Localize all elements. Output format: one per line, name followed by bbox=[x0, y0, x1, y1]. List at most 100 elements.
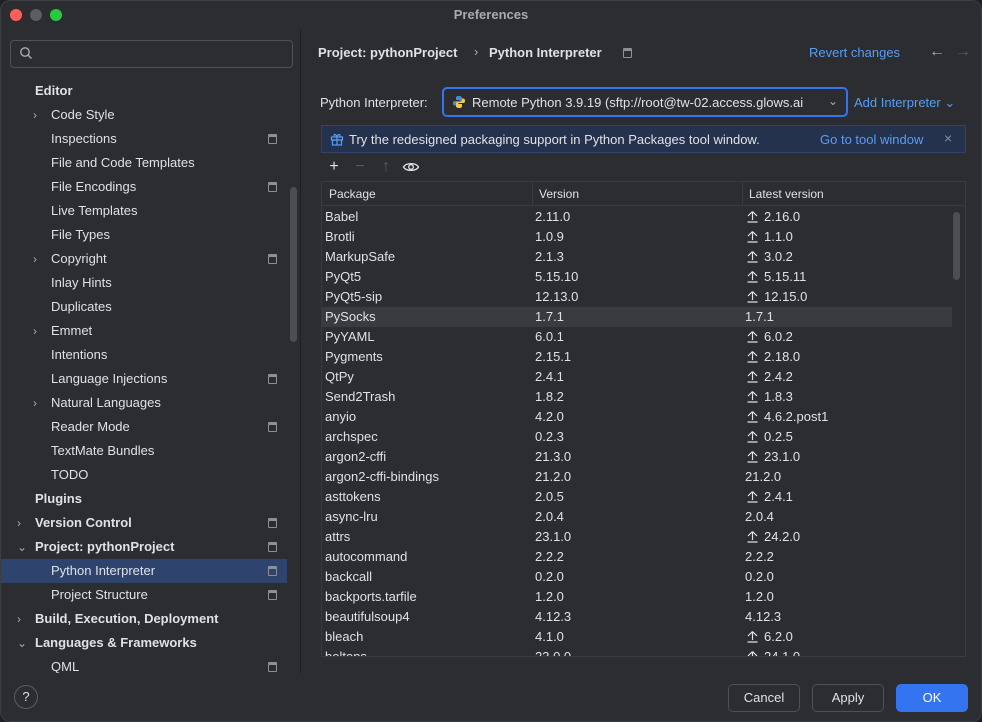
table-row[interactable]: PyQt5-sip 12.13.0 12.15.0 bbox=[322, 287, 952, 307]
package-version: 23.1.0 bbox=[535, 529, 572, 544]
sidebar-item-label: Live Templates bbox=[51, 203, 138, 218]
sidebar-item[interactable]: Project Structure bbox=[1, 583, 287, 607]
sidebar-item[interactable]: Plugins bbox=[1, 487, 287, 511]
zoom-window-button[interactable] bbox=[50, 9, 62, 21]
sidebar-scrollbar[interactable] bbox=[290, 187, 297, 342]
sidebar-item[interactable]: Reader Mode bbox=[1, 415, 287, 439]
sidebar-item[interactable]: Editor bbox=[1, 79, 287, 103]
search-input[interactable] bbox=[10, 40, 293, 68]
project-level-icon bbox=[268, 182, 277, 192]
interpreter-select[interactable]: Remote Python 3.9.19 (sftp://root@tw-02.… bbox=[442, 87, 848, 117]
column-header-latest-version[interactable]: Latest version bbox=[749, 187, 824, 201]
package-version: 1.8.2 bbox=[535, 389, 564, 404]
apply-button[interactable]: Apply bbox=[812, 684, 884, 712]
sidebar-item[interactable]: File Encodings bbox=[1, 175, 287, 199]
package-version: 4.1.0 bbox=[535, 629, 564, 644]
table-row[interactable]: beautifulsoup4 4.12.3 4.12.3 bbox=[322, 607, 952, 627]
upgrade-package-icon[interactable]: ↑ bbox=[382, 158, 390, 175]
package-latest-version: 24.2.0 bbox=[764, 529, 801, 544]
sidebar-item[interactable]: Inspections bbox=[1, 127, 287, 151]
sidebar-item-label: Project: pythonProject bbox=[35, 539, 175, 554]
sidebar-item[interactable]: TODO bbox=[1, 463, 287, 487]
sidebar-item[interactable]: › Version Control bbox=[1, 511, 287, 535]
sidebar-item-label: Inspections bbox=[51, 131, 117, 146]
table-row[interactable]: argon2-cffi-bindings 21.2.0 21.2.0 bbox=[322, 467, 952, 487]
column-divider bbox=[532, 182, 533, 206]
close-window-button[interactable] bbox=[10, 9, 22, 21]
table-row[interactable]: async-lru 2.0.4 2.0.4 bbox=[322, 507, 952, 527]
table-row[interactable]: Send2Trash 1.8.2 1.8.3 bbox=[322, 387, 952, 407]
close-icon[interactable]: × bbox=[944, 130, 953, 146]
sidebar-item[interactable]: Python Interpreter bbox=[1, 559, 287, 583]
sidebar-item[interactable]: › Copyright bbox=[1, 247, 287, 271]
package-latest-version: 1.8.3 bbox=[764, 389, 793, 404]
sidebar-item[interactable]: Inlay Hints bbox=[1, 271, 287, 295]
sidebar-item-label: File Encodings bbox=[51, 179, 137, 194]
chevron-right-icon[interactable]: › bbox=[33, 252, 37, 266]
sidebar-item[interactable]: Live Templates bbox=[1, 199, 287, 223]
table-row[interactable]: asttokens 2.0.5 2.4.1 bbox=[322, 487, 952, 507]
sidebar-item[interactable]: ⌄ Languages & Frameworks bbox=[1, 631, 287, 655]
sidebar-item[interactable]: File Types bbox=[1, 223, 287, 247]
chevron-right-icon[interactable]: › bbox=[33, 324, 37, 338]
sidebar-item[interactable]: › Code Style bbox=[1, 103, 287, 127]
package-version: 12.13.0 bbox=[535, 289, 579, 304]
cancel-button[interactable]: Cancel bbox=[728, 684, 800, 712]
sidebar-item[interactable]: › Natural Languages bbox=[1, 391, 287, 415]
sidebar-item[interactable]: Language Injections bbox=[1, 367, 287, 391]
sidebar-item-label: Emmet bbox=[51, 323, 93, 338]
package-latest-version: 2.4.1 bbox=[764, 489, 793, 504]
chevron-down-icon[interactable]: ⌄ bbox=[17, 540, 28, 554]
table-row[interactable]: archspec 0.2.3 0.2.5 bbox=[322, 427, 952, 447]
column-header-version[interactable]: Version bbox=[539, 187, 580, 201]
table-row[interactable]: attrs 23.1.0 24.2.0 bbox=[322, 527, 952, 547]
table-row[interactable]: boltons 23.0.0 24.1.0 bbox=[322, 647, 952, 656]
table-row[interactable]: QtPy 2.4.1 2.4.2 bbox=[322, 367, 952, 387]
revert-changes-link[interactable]: Revert changes bbox=[809, 45, 901, 60]
chevron-down-icon: ⌄ bbox=[944, 95, 956, 110]
chevron-right-icon[interactable]: › bbox=[33, 396, 37, 410]
back-arrow-icon[interactable]: ← bbox=[929, 43, 945, 60]
upgrade-arrow-icon bbox=[747, 651, 758, 656]
breadcrumb-project[interactable]: Project: pythonProject bbox=[318, 45, 458, 60]
table-row[interactable]: Pygments 2.15.1 2.18.0 bbox=[322, 347, 952, 367]
table-row[interactable]: anyio 4.2.0 4.6.2.post1 bbox=[322, 407, 952, 427]
sidebar-item[interactable]: Intentions bbox=[1, 343, 287, 367]
remove-package-icon[interactable]: − bbox=[355, 158, 365, 175]
add-package-icon[interactable]: + bbox=[329, 158, 339, 175]
table-scrollbar[interactable] bbox=[953, 212, 960, 280]
table-row[interactable]: Brotli 1.0.9 1.1.0 bbox=[322, 227, 952, 247]
add-interpreter-link[interactable]: Add Interpreter ⌄ bbox=[854, 95, 955, 111]
sidebar-item[interactable]: TextMate Bundles bbox=[1, 439, 287, 463]
forward-arrow-icon[interactable]: → bbox=[955, 43, 971, 60]
sidebar-item[interactable]: › Build, Execution, Deployment bbox=[1, 607, 287, 631]
sidebar-item[interactable]: File and Code Templates bbox=[1, 151, 287, 175]
project-level-icon bbox=[268, 518, 277, 528]
table-row[interactable]: autocommand 2.2.2 2.2.2 bbox=[322, 547, 952, 567]
table-row[interactable]: PyQt5 5.15.10 5.15.11 bbox=[322, 267, 952, 287]
sidebar-item[interactable]: Duplicates bbox=[1, 295, 287, 319]
go-to-tool-window-link[interactable]: Go to tool window bbox=[820, 132, 924, 147]
chevron-right-icon[interactable]: › bbox=[33, 108, 37, 122]
ok-button[interactable]: OK bbox=[896, 684, 968, 712]
package-name: PyYAML bbox=[325, 329, 375, 344]
sidebar-item[interactable]: ⌄ Project: pythonProject bbox=[1, 535, 287, 559]
table-row[interactable]: PySocks 1.7.1 1.7.1 bbox=[322, 307, 952, 327]
chevron-right-icon[interactable]: › bbox=[17, 516, 21, 530]
upgrade-arrow-icon bbox=[747, 271, 758, 283]
eye-icon[interactable] bbox=[402, 160, 420, 174]
sidebar-item[interactable]: › Emmet bbox=[1, 319, 287, 343]
table-row[interactable]: MarkupSafe 2.1.3 3.0.2 bbox=[322, 247, 952, 267]
table-row[interactable]: backports.tarfile 1.2.0 1.2.0 bbox=[322, 587, 952, 607]
chevron-right-icon[interactable]: › bbox=[17, 612, 21, 626]
table-row[interactable]: Babel 2.11.0 2.16.0 bbox=[322, 207, 952, 227]
chevron-down-icon[interactable]: ⌄ bbox=[17, 636, 28, 650]
minimize-window-button[interactable] bbox=[30, 9, 42, 21]
table-row[interactable]: argon2-cffi 21.3.0 23.1.0 bbox=[322, 447, 952, 467]
help-icon[interactable]: ? bbox=[14, 685, 38, 709]
table-row[interactable]: PyYAML 6.0.1 6.0.2 bbox=[322, 327, 952, 347]
table-row[interactable]: bleach 4.1.0 6.2.0 bbox=[322, 627, 952, 647]
table-row[interactable]: backcall 0.2.0 0.2.0 bbox=[322, 567, 952, 587]
column-header-package[interactable]: Package bbox=[329, 187, 376, 201]
sidebar-item[interactable]: QML bbox=[1, 655, 287, 679]
